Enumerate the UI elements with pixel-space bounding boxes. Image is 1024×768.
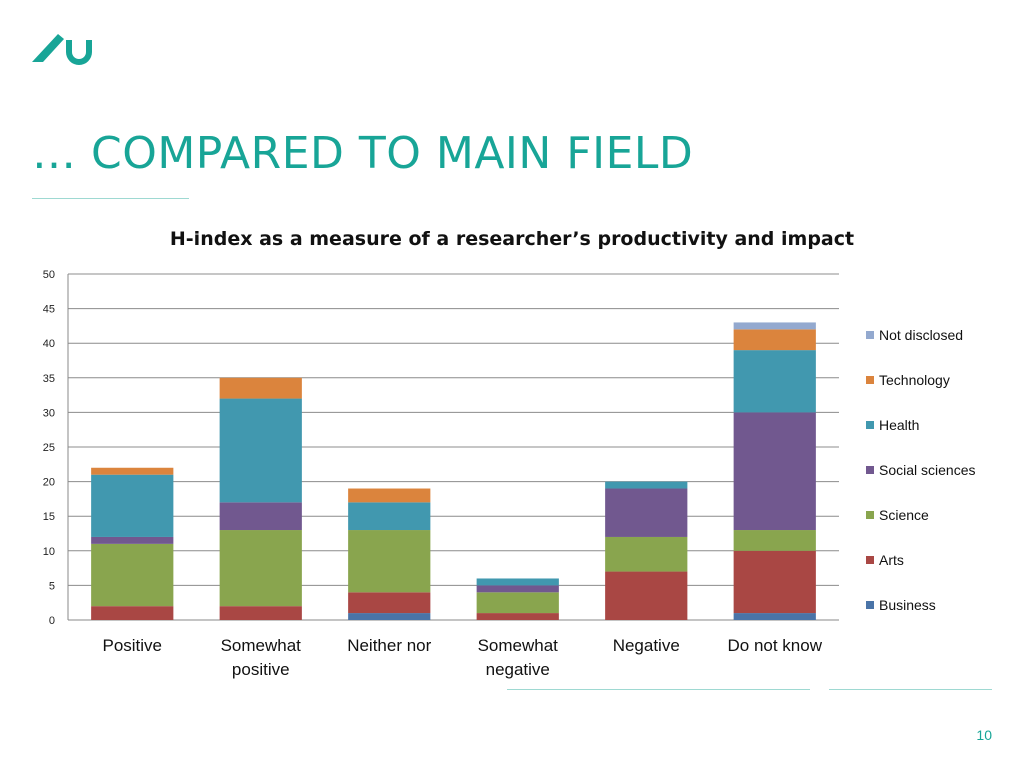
bar-segment (733, 530, 816, 551)
bar-segment (733, 613, 816, 620)
chart-title: H-index as a measure of a researcher’s p… (169, 228, 855, 250)
y-tick-label: 25 (43, 442, 55, 454)
bar-segment (476, 585, 559, 593)
footer-rule-left (507, 689, 810, 690)
legend-swatch (866, 466, 874, 474)
y-tick-label: 45 (43, 304, 55, 316)
x-tick-label: negative (486, 660, 550, 679)
x-tick-label: Neither nor (347, 636, 431, 655)
y-tick-label: 40 (43, 338, 55, 350)
bar-segment (476, 592, 559, 614)
page-number: 10 (976, 727, 992, 743)
bar-segment (219, 530, 302, 607)
y-tick-label: 0 (49, 615, 55, 627)
bar-segment (348, 502, 431, 531)
legend-swatch (866, 421, 874, 429)
x-tick-label: Do not know (728, 636, 823, 655)
bar-segment (219, 502, 302, 531)
bar-segment (348, 488, 431, 503)
bar-segment (91, 536, 174, 544)
bar-segment (219, 606, 302, 620)
title-underline (32, 198, 189, 199)
legend-swatch (866, 556, 874, 564)
bar-segment (733, 350, 816, 413)
legend-entry: Health (879, 417, 919, 433)
bar-segment (348, 613, 431, 620)
bar-segment (605, 488, 688, 537)
legend-swatch (866, 511, 874, 519)
legend-swatch (866, 376, 874, 384)
y-tick-label: 5 (49, 580, 55, 592)
y-tick-label: 10 (43, 546, 55, 558)
x-tick-label: Somewhat (221, 636, 302, 655)
x-tick-label: Somewhat (478, 636, 559, 655)
footer-rule-right (829, 689, 992, 690)
bar-segment (348, 530, 431, 593)
bar-segment (219, 398, 302, 503)
bar-segment (605, 481, 688, 489)
bar-segment (605, 571, 688, 620)
au-logo-icon (32, 34, 92, 65)
legend-entry: Science (879, 507, 929, 523)
bar-segment (91, 474, 174, 537)
legend-entry: Business (879, 597, 936, 613)
bar-segment (91, 467, 174, 475)
bar-segment (605, 536, 688, 572)
legend-swatch (866, 601, 874, 609)
bar-segment (733, 550, 816, 614)
legend-entry: Technology (879, 372, 950, 388)
slide-title: … Compared to main field (32, 128, 694, 179)
bar-segment (219, 377, 302, 399)
y-tick-label: 15 (43, 511, 55, 523)
legend-entry: Arts (879, 552, 904, 568)
y-tick-label: 20 (43, 477, 55, 489)
bar-segment (91, 543, 174, 607)
bar-segment (91, 606, 174, 620)
legend-entry: Not disclosed (879, 327, 963, 343)
x-tick-label: Negative (613, 636, 680, 655)
bar-segment (476, 578, 559, 586)
bar-segment (733, 412, 816, 531)
bar-segment (348, 592, 431, 614)
bar-segment (733, 322, 816, 330)
x-tick-label: Positive (102, 636, 162, 655)
legend-entry: Social sciences (879, 462, 976, 478)
legend-swatch (866, 331, 874, 339)
y-tick-label: 50 (43, 269, 55, 281)
bar-segment (476, 613, 559, 620)
y-tick-label: 35 (43, 373, 55, 385)
y-tick-label: 30 (43, 407, 55, 419)
bar-segment (733, 329, 816, 351)
x-tick-label: positive (232, 660, 290, 679)
